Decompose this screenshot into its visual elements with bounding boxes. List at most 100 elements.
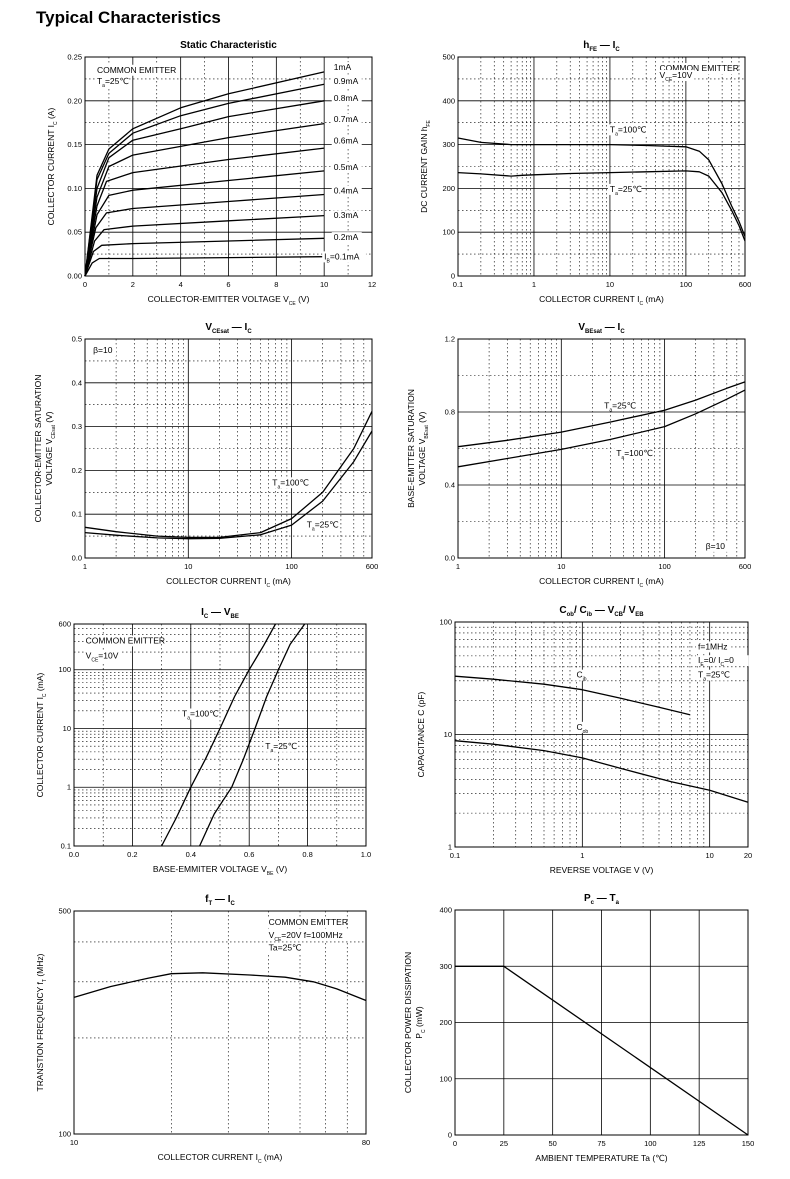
- annotation: VCE=10V: [86, 651, 119, 664]
- annotation-bg: [602, 400, 636, 412]
- y-tick-label: 0.15: [67, 140, 82, 149]
- annotation: COMMON EMITTER: [86, 635, 165, 645]
- y-tick-label: 0.00: [67, 272, 82, 281]
- y-axis-label: COLLECTOR-EMITTER SATURATION: [33, 375, 43, 523]
- page-title: Typical Characteristics: [36, 8, 221, 27]
- series-line: [84, 83, 325, 277]
- x-tick-label: 125: [693, 1139, 706, 1148]
- annotation: 0.9mA: [334, 76, 359, 86]
- annotation-bg: [703, 540, 729, 552]
- annotation: Ta=25℃: [604, 400, 636, 413]
- y-tick-label: 0.1: [61, 842, 71, 851]
- series-line: [84, 214, 325, 277]
- y-tick-label: 0.4: [72, 378, 82, 387]
- y-tick-label: 0.10: [67, 184, 82, 193]
- annotation-bg: [696, 669, 730, 681]
- x-tick-label: 6: [226, 280, 230, 289]
- y-axis-label: TRANSTION FREQUENCY fT (MHz): [35, 953, 48, 1091]
- plot-frame: [73, 623, 367, 847]
- annotation: Ta=100℃: [616, 448, 653, 461]
- y-tick-label: 0.3: [72, 422, 82, 431]
- x-tick-label: 0.1: [453, 280, 463, 289]
- series-line: [84, 147, 325, 277]
- x-axis-label: REVERSE VOLTAGE V (V): [550, 865, 654, 875]
- y-tick-label: 400: [439, 906, 452, 915]
- y-tick-label: 10: [444, 730, 452, 739]
- y-tick-label: 300: [442, 140, 455, 149]
- chart-title: VCEsat — IC: [205, 322, 252, 335]
- annotation-bg: [331, 135, 362, 147]
- x-tick-label: 600: [739, 280, 752, 289]
- chart-icvbe: 0.0 0.2 0.4 0.6 0.8 1.0 0.1 1 10 100 600 IC — VBE BA…: [35, 607, 371, 877]
- annotation-bg: [266, 929, 361, 941]
- chart-vcesat: 1 10 100 600 0.0 0.1 0.2 0.3 0.4 0.5 VCEsat — IC CO…: [33, 322, 378, 589]
- annotation: 1mA: [334, 62, 352, 72]
- y-tick-label: 0: [448, 1131, 452, 1140]
- series-line: [457, 137, 746, 237]
- plot-frame: [84, 56, 373, 277]
- annotation-bg: [574, 721, 591, 733]
- annotation: 0.7mA: [334, 114, 359, 124]
- y-tick-label: 0.1: [72, 510, 82, 519]
- annotation-bg: [266, 916, 344, 928]
- x-axis-label: COLLECTOR CURRENT IC (mA): [158, 1152, 283, 1165]
- x-tick-label: 4: [179, 280, 183, 289]
- annotation: Ta=100℃: [272, 477, 309, 490]
- annotation-bg: [331, 185, 362, 197]
- annotation: 0.4mA: [334, 186, 359, 196]
- y-tick-label: 10: [63, 724, 71, 733]
- annotation-bg: [607, 183, 642, 195]
- chart-static: 0 2 4 6 8 10 12 0.00 0.05 0.10 0.15 0.20 0.25 Static …: [46, 40, 376, 307]
- series-line: [84, 122, 325, 277]
- y-tick-label: 0.2: [72, 466, 82, 475]
- annotation-bg: [83, 650, 121, 662]
- annotation-bg: [607, 124, 647, 136]
- chart-title: Pc — Ta: [584, 893, 620, 906]
- annotation: VCE=20V f=100MHz: [269, 930, 343, 943]
- x-tick-label: 600: [366, 562, 379, 571]
- annotation: Ta=25℃: [269, 942, 302, 952]
- series-line: [457, 170, 746, 242]
- annotation-bg: [263, 740, 297, 752]
- y-tick-label: 0.05: [67, 228, 82, 237]
- annotation-bg: [266, 942, 302, 954]
- annotation: Ta=100℃: [610, 124, 647, 137]
- x-axis-label: COLLECTOR CURRENT IC (mA): [166, 576, 291, 589]
- chart-hfe: 0.1 1 10 100 600 0 100 200 300 400 500 hFE — IC COLL…: [419, 40, 751, 307]
- chart-title: Cob/ Cib — VCB/ VEB: [559, 605, 644, 618]
- x-tick-label: 25: [500, 1139, 508, 1148]
- y-tick-label: 100: [58, 665, 71, 674]
- y-tick-label: 500: [58, 907, 71, 916]
- annotation: IB=0.1mA: [324, 251, 360, 264]
- x-tick-label: 10: [557, 562, 565, 571]
- x-axis-label: COLLECTOR-EMITTER VOLTAGE VCE (V): [148, 294, 310, 307]
- y-tick-label: 1: [448, 843, 452, 852]
- annotation-bg: [331, 76, 362, 88]
- annotation: Cob: [577, 722, 589, 735]
- x-tick-label: 50: [548, 1139, 556, 1148]
- annotation: 0.6mA: [334, 136, 359, 146]
- annotation-bg: [322, 251, 366, 263]
- y-tick-label: 200: [442, 184, 455, 193]
- series-line: [455, 965, 749, 1136]
- x-tick-label: 0.2: [127, 850, 137, 859]
- annotation-bg: [94, 76, 129, 88]
- annotation-bg: [614, 447, 653, 459]
- x-tick-label: 100: [644, 1139, 657, 1148]
- x-tick-label: 100: [285, 562, 298, 571]
- series-line: [84, 430, 373, 540]
- chart-vbesat: 1 10 100 600 0.0 0.4 0.8 1.2 VBEsat — IC COLLECTO…: [406, 322, 751, 589]
- y-axis-label-line2: PC (mW): [414, 1006, 427, 1039]
- y-axis-label: COLLECTOR CURRENT IC (A): [46, 108, 59, 226]
- annotation-bg: [270, 477, 309, 489]
- series-line: [457, 389, 746, 468]
- annotation-bg: [331, 162, 362, 174]
- annotation: COMMON EMITTER: [660, 63, 739, 73]
- series-line: [199, 623, 306, 847]
- y-tick-label: 100: [442, 228, 455, 237]
- x-tick-label: 100: [680, 280, 693, 289]
- annotation: Ta=25℃: [97, 76, 129, 89]
- annotation: VCE=10V: [660, 70, 693, 83]
- x-tick-label: 1: [580, 851, 584, 860]
- annotation: Ta=25℃: [265, 741, 297, 754]
